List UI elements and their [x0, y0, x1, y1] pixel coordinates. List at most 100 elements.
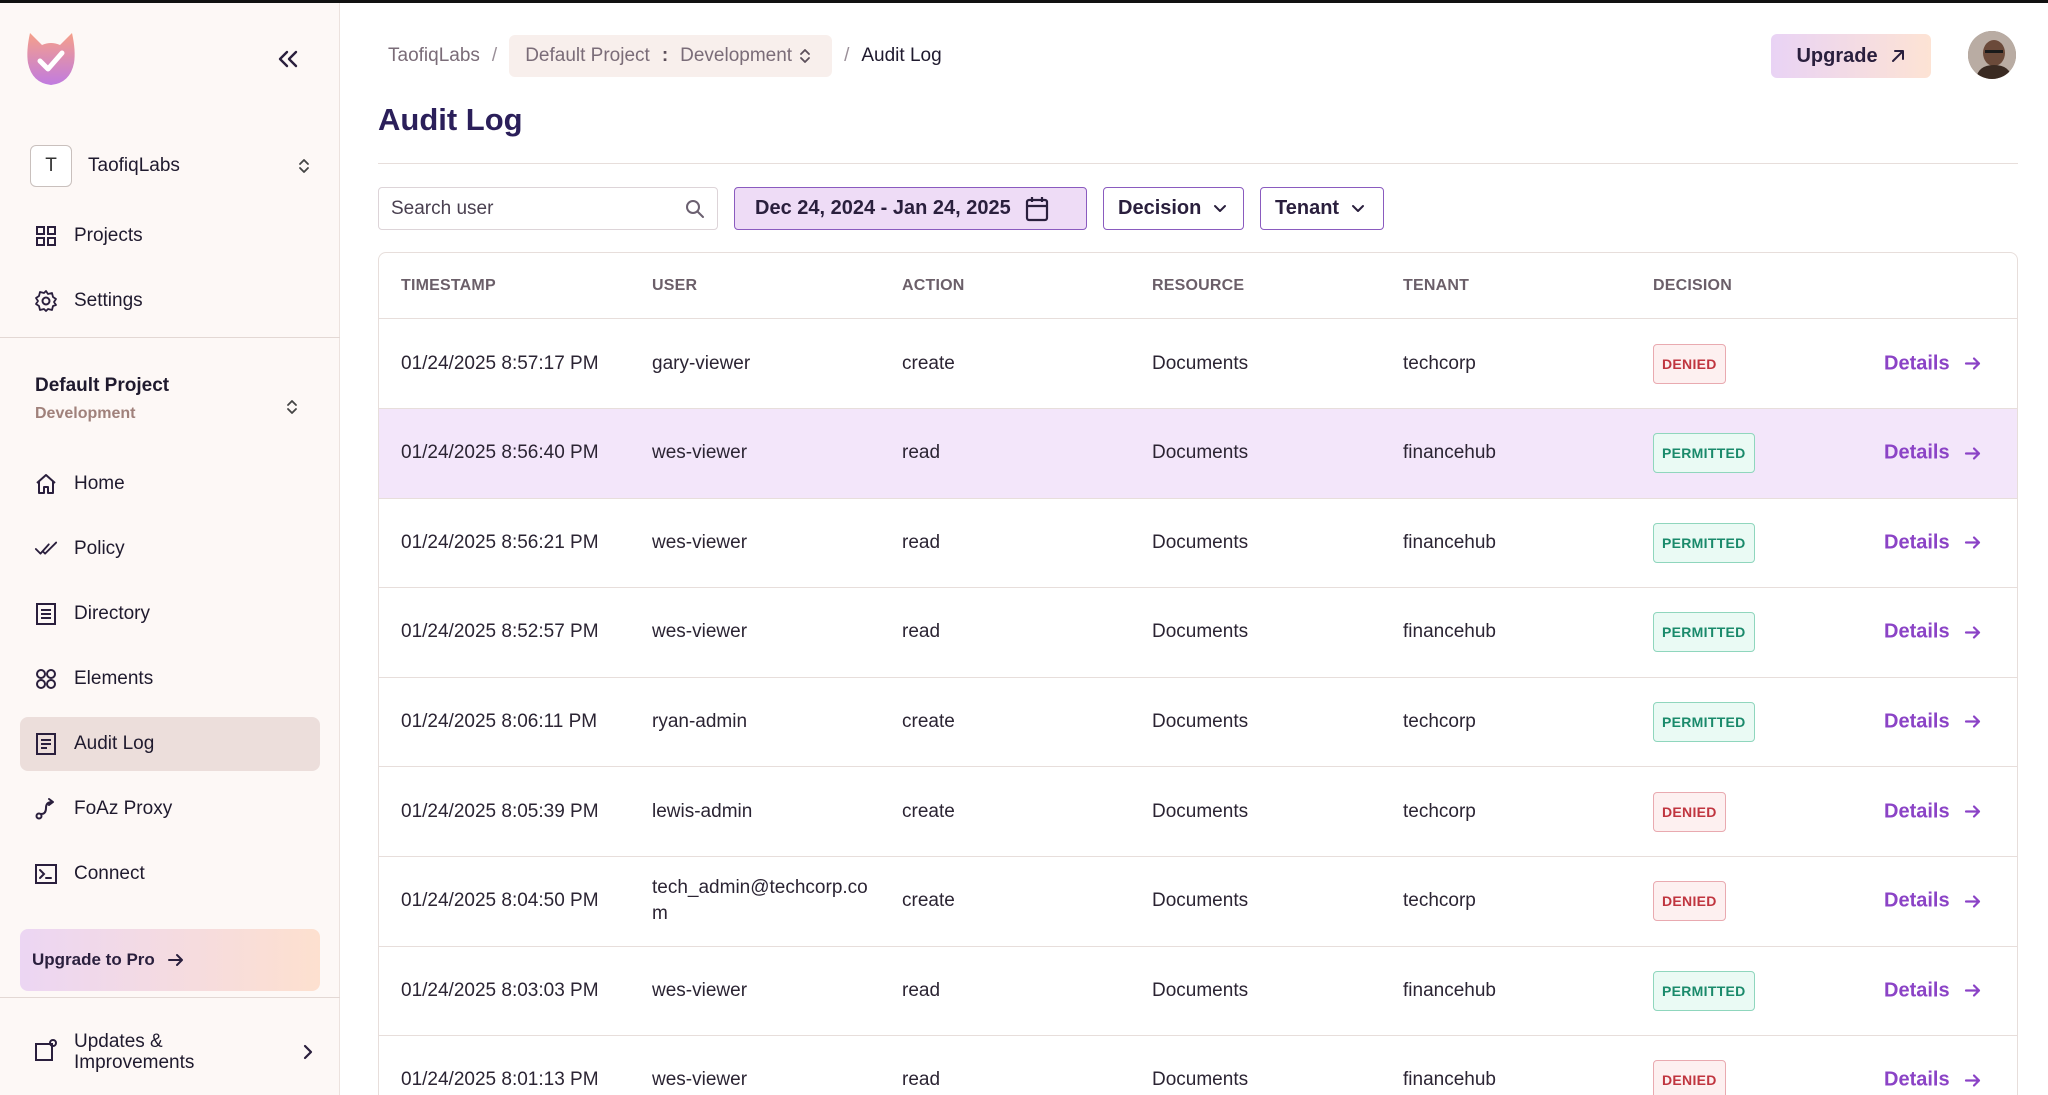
decision-badge: PERMITTED [1653, 522, 1755, 563]
details-link[interactable]: Details [1884, 352, 1982, 375]
table-header: TIMESTAMP USER ACTION RESOURCE TENANT DE… [379, 253, 2017, 319]
cell-user: wes-viewer [652, 531, 748, 553]
cell-timestamp: 01/24/2025 8:06:11 PM [401, 710, 598, 732]
table-row[interactable]: 01/24/2025 8:56:21 PM wes-viewer read Docum… [379, 498, 2017, 589]
date-range-label: Dec 24, 2024 - Jan 24, 2025 [755, 197, 1011, 219]
updates-and-improvements-link[interactable]: Updates & Improvements [34, 1027, 314, 1077]
sidebar-item-policy[interactable]: Policy [20, 522, 320, 576]
details-link[interactable]: Details [1884, 979, 1982, 1002]
upgrade-to-pro-button[interactable]: Upgrade to Pro [20, 929, 320, 991]
table-row[interactable]: 01/24/2025 8:57:17 PM gary-viewer create Do… [379, 319, 2017, 409]
details-label: Details [1884, 800, 1950, 822]
sidebar-item-audit-log[interactable]: Audit Log [20, 717, 320, 771]
details-link[interactable]: Details [1884, 442, 1982, 465]
sidebar-item-settings[interactable]: Settings [20, 274, 320, 328]
updates-label-line2: Improvements [74, 1052, 195, 1073]
app-logo-icon[interactable] [24, 29, 78, 87]
cell-tenant: techcorp [1403, 710, 1476, 732]
cell-resource: Documents [1152, 979, 1249, 1001]
upgrade-label: Upgrade [1796, 44, 1878, 67]
cell-tenant: techcorp [1403, 800, 1476, 822]
details-link[interactable]: Details [1884, 621, 1982, 644]
table-row[interactable]: 01/24/2025 8:04:50 PM tech_admin@techcorp… [379, 857, 2017, 947]
cell-resource: Documents [1152, 890, 1249, 912]
details-label: Details [1884, 352, 1950, 374]
sidebar-item-foaz-proxy[interactable]: FoAz Proxy [20, 782, 320, 836]
upgrade-button[interactable]: Upgrade [1771, 34, 1931, 78]
cell-tenant: financehub [1403, 1069, 1496, 1091]
column-header-timestamp: TIMESTAMP [401, 277, 496, 294]
sidebar-item-connect[interactable]: Connect [20, 847, 320, 901]
sidebar-item-projects[interactable]: Projects [20, 209, 320, 263]
decision-badge: PERMITTED [1653, 701, 1755, 742]
decision-badge: DENIED [1653, 343, 1726, 384]
breadcrumb-org[interactable]: TaofiqLabs [388, 45, 480, 66]
sidebar: T TaofiqLabs Projects Settings Default P… [0, 3, 340, 1095]
details-link[interactable]: Details [1884, 1069, 1982, 1092]
sidebar-item-label: Home [74, 473, 125, 494]
decision-filter-dropdown[interactable]: Decision [1103, 187, 1244, 230]
table-row[interactable]: 01/24/2025 8:06:11 PM ryan-admin create Doc… [379, 677, 2017, 768]
audit-log-icon [34, 732, 58, 756]
sidebar-item-label: Policy [74, 538, 125, 559]
breadcrumb-separator: / [844, 45, 850, 66]
breadcrumb-colon: : [661, 45, 669, 66]
column-header-resource: RESOURCE [1152, 277, 1245, 294]
sidebar-item-elements[interactable]: Elements [20, 652, 320, 706]
date-range-picker[interactable]: Dec 24, 2024 - Jan 24, 2025 [734, 187, 1087, 230]
arrow-right-icon [1964, 626, 1980, 639]
table-row[interactable]: 01/24/2025 8:03:03 PM wes-viewer read Docum… [379, 946, 2017, 1037]
table-row[interactable]: 01/24/2025 8:05:39 PM lewis-admin create Do… [379, 767, 2017, 857]
table-row[interactable]: 01/24/2025 8:56:40 PM wes-viewer read Docum… [379, 408, 2017, 499]
org-initial-badge: T [30, 145, 72, 187]
user-avatar[interactable] [1968, 31, 2016, 79]
breadcrumb-project-switcher[interactable]: Default Project : Development [509, 35, 833, 77]
decision-badge: PERMITTED [1653, 970, 1755, 1011]
sidebar-item-label: Projects [74, 225, 143, 246]
sidebar-item-directory[interactable]: Directory [20, 587, 320, 641]
tenant-filter-dropdown[interactable]: Tenant [1260, 187, 1384, 230]
org-name: TaofiqLabs [88, 155, 180, 176]
cell-timestamp: 01/24/2025 8:01:13 PM [401, 1069, 599, 1091]
breadcrumb-project: Default Project [525, 45, 650, 66]
decision-badge: DENIED [1653, 881, 1726, 922]
cell-resource: Documents [1152, 710, 1249, 732]
details-link[interactable]: Details [1884, 890, 1982, 913]
details-label: Details [1884, 531, 1950, 554]
breadcrumb: TaofiqLabs / Default Project : Developme… [388, 34, 942, 78]
cell-action: read [902, 442, 941, 464]
double-chevron-left-icon [278, 50, 298, 68]
arrow-right-icon [1964, 357, 1980, 370]
details-label: Details [1884, 889, 1950, 912]
project-switcher[interactable]: Default Project Development [35, 375, 315, 423]
breadcrumb-current: Audit Log [861, 45, 942, 66]
cell-tenant: financehub [1403, 621, 1496, 643]
decision-badge: DENIED [1653, 791, 1726, 832]
cell-tenant: financehub [1403, 531, 1496, 553]
details-link[interactable]: Details [1884, 800, 1982, 823]
cell-user: wes-viewer [652, 442, 748, 464]
breadcrumb-env: Development [680, 45, 793, 66]
chevron-down-icon [1352, 204, 1365, 212]
details-link[interactable]: Details [1884, 710, 1982, 733]
sidebar-item-home[interactable]: Home [20, 457, 320, 511]
title-divider [378, 163, 2018, 164]
cell-resource: Documents [1152, 352, 1249, 374]
gear-icon [34, 289, 58, 313]
search-user-input[interactable] [391, 197, 685, 220]
window-top-edge [0, 0, 2048, 3]
terminal-icon [34, 862, 58, 886]
collapse-sidebar-button[interactable] [272, 43, 304, 75]
table-row[interactable]: 01/24/2025 8:01:13 PM wes-viewer read Docum… [379, 1036, 2017, 1095]
directory-icon [34, 602, 58, 626]
details-link[interactable]: Details [1884, 531, 1982, 554]
cell-action: create [902, 800, 955, 822]
details-label: Details [1884, 620, 1950, 643]
grid-icon [34, 224, 58, 248]
org-switcher[interactable]: T TaofiqLabs [30, 145, 314, 187]
cell-timestamp: 01/24/2025 8:52:57 PM [401, 621, 599, 643]
cell-resource: Documents [1152, 621, 1249, 643]
table-row[interactable]: 01/24/2025 8:52:57 PM wes-viewer read Docum… [379, 588, 2017, 678]
arrow-right-icon [1964, 984, 1980, 997]
cell-user: wes-viewer [652, 621, 748, 643]
